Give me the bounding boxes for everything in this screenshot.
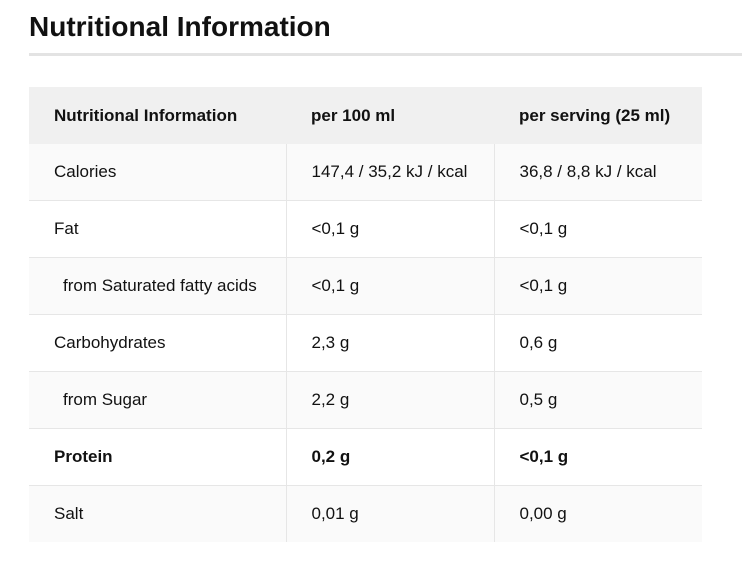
header-nutrient: Nutritional Information — [29, 87, 286, 144]
table-row-fat: Fat <0,1 g <0,1 g — [29, 200, 702, 258]
table-row-saturated-fat: from Saturated fatty acids <0,1 g <0,1 g — [29, 257, 702, 315]
value-per-serving: <0,1 g — [493, 257, 702, 315]
header-row: Nutritional Information per 100 ml per s… — [29, 87, 702, 144]
value-per-serving: 0,6 g — [493, 314, 702, 372]
value-per-serving: 0,5 g — [493, 371, 702, 429]
value-per-100ml: 147,4 / 35,2 kJ / kcal — [285, 144, 494, 201]
header-per-100ml: per 100 ml — [286, 87, 494, 144]
nutrient-label: Protein — [29, 428, 286, 486]
value-per-100ml: 0,2 g — [285, 428, 494, 486]
header-per-serving: per serving (25 ml) — [494, 87, 702, 144]
table-body: Calories 147,4 / 35,2 kJ / kcal 36,8 / 8… — [29, 144, 702, 542]
table-row-sugar: from Sugar 2,2 g 0,5 g — [29, 371, 702, 429]
value-per-serving: <0,1 g — [493, 200, 702, 258]
value-per-100ml: <0,1 g — [285, 200, 494, 258]
page-title: Nutritional Information — [29, 11, 331, 42]
table-header: Nutritional Information per 100 ml per s… — [29, 87, 702, 144]
value-per-100ml: 2,2 g — [285, 371, 494, 429]
title-divider — [29, 53, 742, 56]
nutrient-label: from Sugar — [29, 371, 286, 429]
table-row-calories: Calories 147,4 / 35,2 kJ / kcal 36,8 / 8… — [29, 144, 702, 201]
nutrient-label: from Saturated fatty acids — [29, 257, 286, 315]
table-row-salt: Salt 0,01 g 0,00 g — [29, 485, 702, 542]
value-per-serving: 36,8 / 8,8 kJ / kcal — [493, 144, 702, 201]
nutrition-table: Nutritional Information per 100 ml per s… — [29, 87, 702, 542]
value-per-100ml: 2,3 g — [285, 314, 494, 372]
nutrient-label: Carbohydrates — [29, 314, 286, 372]
value-per-100ml: 0,01 g — [285, 485, 494, 542]
nutrient-label: Calories — [29, 144, 286, 201]
value-per-serving: <0,1 g — [493, 428, 702, 486]
table-row-protein: Protein 0,2 g <0,1 g — [29, 428, 702, 486]
value-per-serving: 0,00 g — [493, 485, 702, 542]
value-per-100ml: <0,1 g — [285, 257, 494, 315]
nutrient-label: Salt — [29, 485, 286, 542]
nutrient-label: Fat — [29, 200, 286, 258]
table-row-carbohydrates: Carbohydrates 2,3 g 0,6 g — [29, 314, 702, 372]
